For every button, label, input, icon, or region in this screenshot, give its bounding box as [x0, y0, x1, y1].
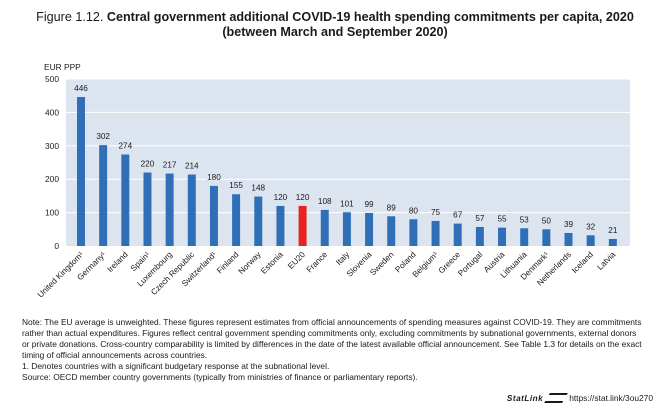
data-label: 220 [141, 160, 155, 169]
notes: Note: The EU average is unweighted. Thes… [22, 317, 646, 383]
data-label: 89 [387, 203, 397, 212]
data-label: 55 [497, 215, 507, 224]
bar [608, 238, 617, 246]
data-label: 120 [296, 193, 310, 202]
data-label: 446 [74, 84, 88, 93]
x-tick-label: Estonia [259, 250, 285, 276]
data-label: 101 [340, 199, 354, 208]
statlink-icon [544, 393, 569, 403]
bar [165, 173, 174, 246]
title-main: Central government additional COVID-19 h… [106, 10, 634, 24]
bar [475, 226, 484, 246]
source-text: Source: OECD member country governments … [22, 372, 418, 382]
x-tick-label: France [305, 250, 330, 275]
bar [520, 228, 529, 246]
bar [209, 185, 218, 246]
bar [542, 229, 551, 246]
y-tick-label: 300 [45, 141, 59, 151]
data-label: 80 [409, 206, 419, 215]
statlink-logo: StatLink [506, 393, 544, 403]
data-label: 302 [96, 132, 110, 141]
data-label: 39 [564, 220, 574, 229]
note-text: Note: The EU average is unweighted. Thes… [22, 317, 642, 360]
bar [365, 212, 374, 246]
bar [342, 212, 351, 246]
bar [143, 172, 152, 246]
data-label: 21 [608, 226, 618, 235]
bar [99, 145, 108, 246]
data-label: 148 [251, 184, 265, 193]
data-label: 67 [453, 211, 463, 220]
y-tick-label: 200 [45, 174, 59, 184]
x-tick-label: Italy [334, 249, 352, 267]
bar [586, 235, 595, 246]
y-tick-label: 100 [45, 208, 59, 218]
data-label: 120 [274, 193, 288, 202]
bar [453, 223, 462, 246]
x-tick-label: Iceland [570, 250, 595, 275]
x-tick-label: Slovenia [345, 250, 374, 279]
data-label: 32 [586, 222, 596, 231]
chart-title: Figure 1.12. Central government addition… [20, 10, 650, 40]
data-label: 50 [542, 216, 552, 225]
bar [276, 205, 285, 246]
x-tick-label: Portugal [456, 250, 484, 278]
data-label: 274 [118, 141, 132, 150]
x-tick-label: Finland [215, 250, 241, 276]
data-label: 75 [431, 208, 441, 217]
y-tick-label: 500 [45, 74, 59, 84]
bar [498, 227, 507, 246]
bar [431, 220, 440, 246]
data-label: 180 [207, 173, 221, 182]
data-label: 217 [163, 161, 177, 170]
bar [298, 205, 307, 246]
data-label: 53 [520, 215, 530, 224]
bar [77, 97, 85, 246]
bar [187, 174, 196, 246]
x-tick-label: Latvia [595, 250, 617, 272]
bar [564, 232, 573, 246]
footer: StatLink https://stat.link/3ou270 [507, 393, 653, 403]
bar [254, 196, 263, 246]
x-tick-label: Sweden [368, 250, 396, 278]
bar [121, 154, 130, 246]
x-tick-label: Norway [237, 249, 264, 276]
data-label: 214 [185, 162, 199, 171]
data-label: 155 [229, 181, 243, 190]
y-tick-label: 400 [45, 107, 59, 117]
data-label: 99 [365, 200, 375, 209]
title-sub: (between March and September 2020) [222, 25, 448, 39]
figure-label: Figure 1.12. [36, 10, 104, 24]
y-axis-label: EUR PPP [44, 62, 81, 72]
bar [320, 209, 329, 246]
data-label: 108 [318, 197, 332, 206]
bar [232, 194, 241, 246]
bar [409, 219, 418, 246]
x-tick-label: Ireland [106, 250, 130, 274]
statlink-url[interactable]: https://stat.link/3ou270 [569, 393, 653, 403]
footnote-text: 1. Denotes countries with a significant … [22, 361, 330, 371]
y-tick-label: 0 [54, 241, 59, 251]
bar [387, 216, 396, 246]
data-label: 57 [475, 214, 485, 223]
